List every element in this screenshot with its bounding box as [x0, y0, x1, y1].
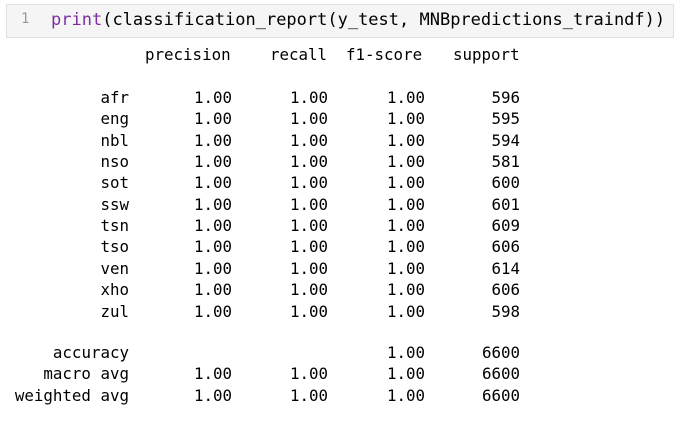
code-call-expression: classification_report(y_test, MNBpredict… — [112, 10, 655, 30]
precision-value: 1.00 — [193, 364, 232, 384]
summary-row: weighted avg 1.00 1.00 1.00 6600 — [0, 385, 674, 406]
summary-row: macro avg 1.00 1.00 1.00 6600 — [0, 363, 674, 384]
row-label: sot — [100, 173, 129, 193]
precision-value: 1.00 — [193, 152, 232, 172]
f1-score-value: 1.00 — [386, 385, 425, 405]
report-row: xho 1.00 1.00 1.00 606 — [0, 279, 674, 300]
support-value: 6600 — [481, 364, 520, 384]
precision-value: 1.00 — [193, 216, 232, 236]
support-value: 581 — [491, 152, 520, 172]
recall-value: 1.00 — [289, 364, 328, 384]
support-value: 609 — [491, 216, 520, 236]
row-label: nbl — [100, 130, 129, 150]
precision-value: 1.00 — [193, 88, 232, 107]
support-value: 600 — [491, 173, 520, 193]
recall-value: 1.00 — [289, 385, 328, 405]
report-row: afr 1.00 1.00 1.00 596 — [0, 87, 674, 108]
support-value: 606 — [491, 237, 520, 257]
support-value: 598 — [491, 301, 520, 321]
recall-value: 1.00 — [289, 194, 328, 214]
row-label: weighted avg — [14, 385, 129, 405]
recall-value: 1.00 — [289, 280, 328, 300]
precision-value: 1.00 — [193, 237, 232, 257]
recall-value: 1.00 — [289, 237, 328, 257]
precision-value: 1.00 — [193, 258, 232, 278]
support-value: 601 — [491, 194, 520, 214]
recall-value: 1.00 — [289, 88, 328, 107]
code-close-paren: ) — [654, 10, 666, 30]
f1-score-value: 1.00 — [386, 237, 425, 257]
precision-value: 1.00 — [193, 173, 232, 193]
f1-score-value: 1.00 — [386, 280, 425, 300]
support-value: 606 — [491, 280, 520, 300]
report-row: ven 1.00 1.00 1.00 614 — [0, 258, 674, 279]
support-value: 595 — [491, 109, 520, 129]
f1-score-value: 1.00 — [386, 216, 425, 236]
row-label: ssw — [100, 194, 129, 214]
row-label: nso — [100, 152, 129, 172]
header-f1-score: f1-score — [346, 45, 423, 64]
row-label: zul — [100, 301, 129, 321]
support-value: 594 — [491, 130, 520, 150]
recall-value: 1.00 — [289, 130, 328, 150]
report-row: zul 1.00 1.00 1.00 598 — [0, 301, 674, 322]
recall-value: 1.00 — [289, 216, 328, 236]
row-label: afr — [100, 88, 129, 107]
f1-score-value: 1.00 — [386, 343, 425, 362]
f1-score-value: 1.00 — [386, 152, 425, 172]
precision-value: 1.00 — [193, 194, 232, 214]
code-line[interactable]: print(classification_report(y_test, MNBp… — [51, 9, 665, 31]
row-label: macro avg — [43, 364, 129, 384]
row-label: accuracy — [52, 343, 129, 362]
report-row: tsn 1.00 1.00 1.00 609 — [0, 215, 674, 236]
recall-value: 1.00 — [289, 173, 328, 193]
precision-value: 1.00 — [193, 280, 232, 300]
row-label: tso — [100, 237, 129, 257]
f1-score-value: 1.00 — [386, 258, 425, 278]
recall-value: 1.00 — [289, 301, 328, 321]
row-label: eng — [100, 109, 129, 129]
code-cell[interactable]: 1 print(classification_report(y_test, MN… — [6, 4, 674, 38]
report-header-row: precision recall f1-score support — [0, 44, 674, 65]
f1-score-value: 1.00 — [386, 130, 425, 150]
line-number: 1 — [21, 11, 30, 27]
f1-score-value: 1.00 — [386, 173, 425, 193]
f1-score-value: 1.00 — [386, 109, 425, 129]
report-row: nbl 1.00 1.00 1.00 594 — [0, 130, 674, 151]
code-open-paren: ( — [102, 10, 113, 30]
row-label: tsn — [100, 216, 129, 236]
precision-value: 1.00 — [193, 385, 232, 405]
support-value: 6600 — [481, 343, 520, 362]
precision-value: 1.00 — [193, 130, 232, 150]
recall-value: 1.00 — [289, 152, 328, 172]
precision-value: 1.00 — [193, 109, 232, 129]
report-row: ssw 1.00 1.00 1.00 601 — [0, 194, 674, 215]
support-value: 596 — [491, 88, 520, 107]
header-precision: precision — [145, 45, 231, 64]
report-row: eng 1.00 1.00 1.00 595 — [0, 108, 674, 129]
report-row: tso 1.00 1.00 1.00 606 — [0, 236, 674, 257]
f1-score-value: 1.00 — [386, 364, 425, 384]
report-row: nso 1.00 1.00 1.00 581 — [0, 151, 674, 172]
f1-score-value: 1.00 — [386, 301, 425, 321]
code-builtin-print: print — [51, 10, 103, 30]
f1-score-value: 1.00 — [386, 194, 425, 214]
cell-output: precision recall f1-score support afr 1.0… — [0, 44, 674, 424]
support-value: 614 — [491, 258, 520, 278]
summary-row: accuracy 1.00 6600 — [0, 342, 674, 363]
header-recall: recall — [270, 45, 328, 64]
precision-value: 1.00 — [193, 301, 232, 321]
row-label: ven — [100, 258, 129, 278]
header-support: support — [453, 45, 520, 64]
row-label: xho — [100, 280, 129, 300]
f1-score-value: 1.00 — [386, 88, 425, 107]
recall-value: 1.00 — [289, 258, 328, 278]
support-value: 6600 — [481, 385, 520, 405]
recall-value: 1.00 — [289, 109, 328, 129]
report-row: sot 1.00 1.00 1.00 600 — [0, 172, 674, 193]
